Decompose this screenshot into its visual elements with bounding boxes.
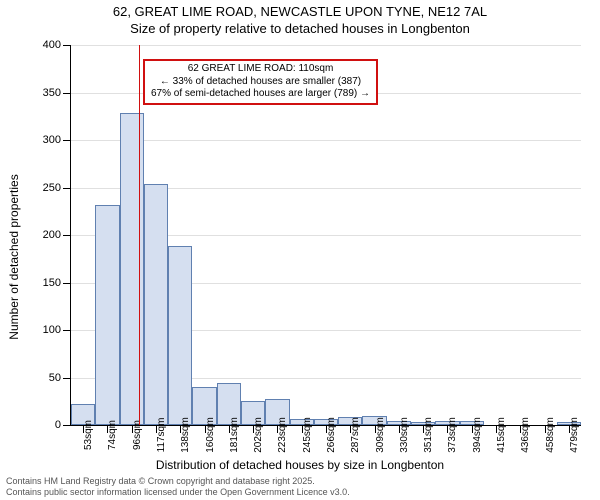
y-tick-label: 250: [43, 182, 61, 194]
x-tick-label: 479sqm: [569, 417, 580, 453]
x-tick-label: 96sqm: [132, 420, 143, 450]
x-tick-label: 373sqm: [447, 417, 458, 453]
title-line-2: Size of property relative to detached ho…: [0, 21, 600, 38]
x-tick-label: 202sqm: [253, 417, 264, 453]
property-marker-line: [139, 45, 140, 425]
y-axis-title: Number of detached properties: [7, 174, 21, 339]
plot-area: 05010015020025030035040053sqm74sqm96sqm1…: [70, 45, 581, 426]
y-tick: [63, 425, 71, 426]
chart-title: 62, GREAT LIME ROAD, NEWCASTLE UPON TYNE…: [0, 0, 600, 38]
y-tick: [63, 283, 71, 284]
x-tick-label: 394sqm: [472, 417, 483, 453]
footer-attribution: Contains HM Land Registry data © Crown c…: [6, 476, 350, 498]
title-line-1: 62, GREAT LIME ROAD, NEWCASTLE UPON TYNE…: [0, 4, 600, 21]
y-tick-label: 400: [43, 39, 61, 51]
histogram-bar: [144, 184, 168, 425]
x-tick-label: 266sqm: [326, 417, 337, 453]
y-tick-label: 150: [43, 277, 61, 289]
annotation-line-2: 67% of semi-detached houses are larger (…: [151, 88, 370, 101]
y-tick-label: 50: [49, 372, 61, 384]
x-tick-label: 53sqm: [83, 420, 94, 450]
footer-line-2: Contains public sector information licen…: [6, 487, 350, 498]
x-tick-label: 74sqm: [107, 420, 118, 450]
x-tick-label: 117sqm: [156, 418, 167, 453]
chart-container: 62, GREAT LIME ROAD, NEWCASTLE UPON TYNE…: [0, 0, 600, 500]
x-tick-label: 160sqm: [205, 417, 216, 453]
y-tick: [63, 188, 71, 189]
y-tick-label: 300: [43, 134, 61, 146]
x-tick-label: 415sqm: [496, 417, 507, 453]
y-tick-label: 100: [43, 324, 61, 336]
x-tick-label: 309sqm: [375, 417, 386, 453]
x-tick-label: 351sqm: [423, 417, 434, 453]
x-tick-label: 330sqm: [399, 417, 410, 453]
y-tick: [63, 45, 71, 46]
y-tick-label: 350: [43, 87, 61, 99]
y-tick: [63, 140, 71, 141]
x-tick-label: 287sqm: [350, 417, 361, 453]
y-tick: [63, 235, 71, 236]
y-gridline: [71, 45, 581, 46]
x-tick-label: 223sqm: [277, 417, 288, 453]
footer-line-1: Contains HM Land Registry data © Crown c…: [6, 476, 350, 487]
histogram-bar: [168, 246, 192, 425]
x-tick-label: 181sqm: [229, 417, 240, 453]
x-tick-label: 138sqm: [180, 417, 191, 453]
annotation-box: 62 GREAT LIME ROAD: 110sqm← 33% of detac…: [143, 59, 378, 105]
histogram-bar: [95, 205, 119, 425]
annotation-line-1: ← 33% of detached houses are smaller (38…: [151, 76, 370, 89]
x-tick-label: 245sqm: [302, 417, 313, 453]
y-gridline: [71, 140, 581, 141]
y-tick: [63, 93, 71, 94]
y-tick: [63, 330, 71, 331]
x-tick-label: 436sqm: [520, 417, 531, 453]
y-tick-label: 0: [55, 419, 61, 431]
annotation-heading: 62 GREAT LIME ROAD: 110sqm: [151, 63, 370, 76]
x-axis-title: Distribution of detached houses by size …: [156, 458, 444, 472]
x-tick-label: 458sqm: [545, 417, 556, 453]
y-tick-label: 200: [43, 229, 61, 241]
y-tick: [63, 378, 71, 379]
